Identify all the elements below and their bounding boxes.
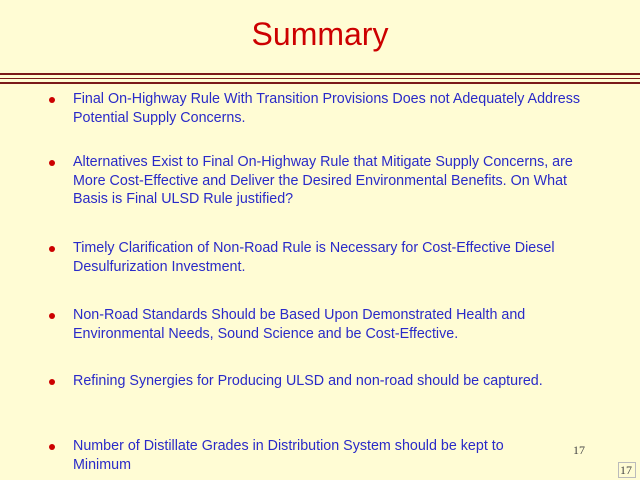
page-number-corner-box[interactable] [618,462,636,478]
page-number: 17 [573,443,585,457]
bullet-dot-icon [49,246,55,252]
bullet-text: Number of Distillate Grades in Distribut… [73,438,504,473]
page-number-corner: 17 [620,463,632,477]
bullet-dot-icon [49,97,55,103]
bullet-text: Alternatives Exist to Final On-Highway R… [73,154,573,207]
bullet-text: Refining Synergies for Producing ULSD an… [73,373,543,389]
bullet-text: Final On-Highway Rule With Transition Pr… [73,91,580,126]
bullet-dot-icon [49,313,55,319]
title-divider-bottom [0,82,640,84]
slide-title: Summary [251,16,389,52]
title-divider-middle [0,78,640,79]
bullet-text: Timely Clarification of Non-Road Rule is… [73,240,555,275]
bullet-dot-icon [49,444,55,450]
bullet-text: Non-Road Standards Should be Based Upon … [73,307,526,342]
bullet-dot-icon [49,160,55,166]
title-divider-top [0,73,640,75]
bullet-dot-icon [49,379,55,385]
